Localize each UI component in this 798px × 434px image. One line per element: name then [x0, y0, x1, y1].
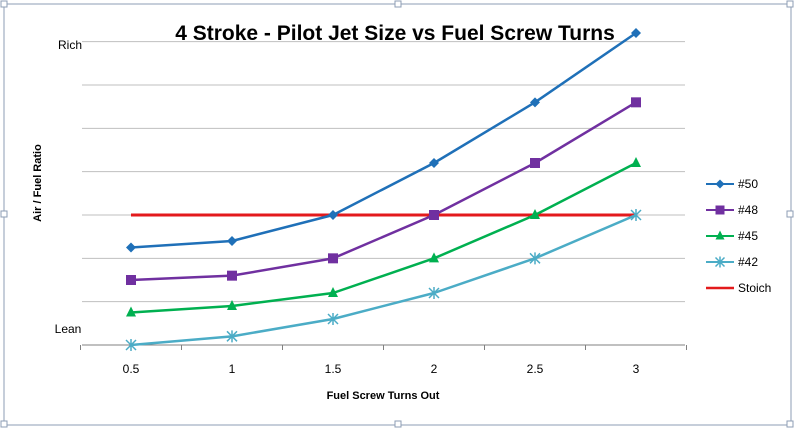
- chart-title: 4 Stroke - Pilot Jet Size vs Fuel Screw …: [175, 22, 615, 45]
- data-point-star: [714, 256, 726, 268]
- data-point-square: [126, 275, 136, 285]
- data-point-diamond: [227, 236, 237, 246]
- data-point-triangle: [715, 230, 725, 240]
- x-tick-label: 1.5: [325, 362, 342, 376]
- data-point-square: [429, 210, 439, 220]
- resize-handle-right[interactable]: [786, 210, 794, 218]
- data-point-triangle: [126, 306, 136, 317]
- x-tick-labels: 0.5 1 1.5 2 2.5 3: [123, 362, 640, 376]
- series-line: [130, 161, 637, 314]
- y-top-label: Rich: [58, 38, 82, 52]
- resize-handle-top-right[interactable]: [786, 0, 794, 8]
- series-line: [130, 101, 637, 282]
- series-jet-45: [126, 157, 641, 317]
- legend-label: Stoich: [738, 281, 771, 295]
- axes: [80, 344, 687, 350]
- data-point-square: [715, 205, 725, 215]
- data-point-triangle: [429, 252, 439, 263]
- data-point-square: [530, 158, 540, 168]
- data-point-star: [327, 313, 339, 325]
- series-group: [125, 28, 642, 351]
- x-tick-label: 0.5: [123, 362, 140, 376]
- data-point-star: [226, 330, 238, 343]
- data-point-diamond: [530, 97, 540, 108]
- data-point-diamond: [429, 158, 439, 168]
- series-jet-48: [126, 97, 641, 285]
- series-jet-50: [126, 28, 641, 253]
- y-bottom-label: Lean: [55, 322, 82, 336]
- resize-handle-top[interactable]: [394, 0, 402, 8]
- data-point-diamond: [631, 28, 641, 38]
- data-point-triangle: [631, 157, 641, 167]
- legend-label: #42: [738, 255, 758, 269]
- data-point-diamond: [715, 179, 725, 189]
- data-point-diamond: [126, 242, 136, 253]
- resize-handle-top-left[interactable]: [0, 0, 8, 8]
- legend-item: #45: [706, 229, 758, 243]
- data-point-triangle: [227, 300, 237, 310]
- resize-handle-left[interactable]: [0, 210, 8, 218]
- resize-handle-bottom-right[interactable]: [786, 420, 794, 428]
- resize-handle-bottom-left[interactable]: [0, 420, 8, 428]
- legend-label: #48: [738, 203, 758, 217]
- data-point-triangle: [530, 209, 540, 219]
- x-tick-label: 1: [229, 362, 236, 376]
- legend-label: #50: [738, 177, 758, 191]
- data-point-square: [227, 270, 237, 281]
- legend-label: #45: [738, 229, 758, 243]
- x-tick-label: 2: [431, 362, 438, 376]
- resize-handle-bottom[interactable]: [394, 420, 402, 428]
- data-point-triangle: [328, 287, 338, 297]
- x-axis-title: Fuel Screw Turns Out: [327, 390, 440, 402]
- y-axis-title: Air / Fuel Ratio: [32, 144, 44, 222]
- series-jet-42: [125, 209, 642, 351]
- data-point-star: [630, 209, 642, 221]
- data-point-star: [529, 252, 541, 265]
- series-line: [130, 213, 637, 347]
- data-point-diamond: [328, 210, 338, 220]
- legend-item: #42: [706, 255, 758, 269]
- legend-item: #50: [706, 177, 758, 191]
- legend: #50 #48 #45 #42 Stoich: [706, 177, 771, 295]
- data-point-square: [328, 253, 338, 264]
- legend-item: #48: [706, 203, 758, 217]
- data-point-square: [631, 97, 641, 108]
- data-point-star: [125, 339, 137, 351]
- data-point-star: [428, 287, 440, 299]
- x-tick-label: 3: [633, 362, 640, 376]
- legend-item: Stoich: [706, 281, 771, 295]
- x-tick-label: 2.5: [527, 362, 544, 376]
- series-line: [130, 31, 637, 249]
